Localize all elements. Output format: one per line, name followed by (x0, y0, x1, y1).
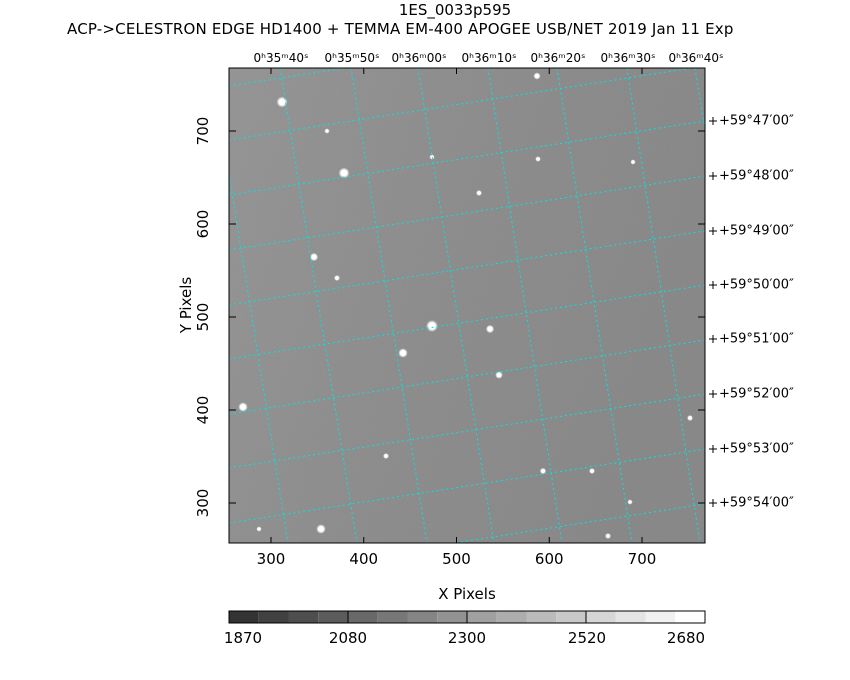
dec-grid-line (229, 68, 696, 141)
y-axis-label: Y Pixels (177, 276, 195, 334)
dec-tick-label: +59°48′00″ (719, 168, 794, 184)
star (476, 190, 482, 196)
plot-title: 1ES_0033p595 (398, 1, 512, 19)
ra-tick-label: 0ʰ36ᵐ10ˢ (461, 51, 517, 65)
ra-grid-line (229, 171, 289, 543)
ra-grid-line (556, 68, 633, 543)
y-tick-label: 600 (194, 209, 212, 239)
y-tick-label: 700 (194, 116, 212, 146)
dec-tick-label: +59°51′00″ (719, 331, 794, 347)
sky-noise (229, 68, 705, 543)
star (589, 468, 595, 474)
colorbar-level (318, 611, 348, 623)
colorbar-level (526, 611, 557, 623)
dec-grid-line (229, 448, 705, 524)
x-tick-label: 500 (442, 550, 471, 568)
ra-tick-label: 0ʰ35ᵐ50ˢ (324, 51, 380, 65)
dec-tick-label: +59°52′00″ (719, 386, 794, 402)
star (383, 453, 389, 459)
dec-grid-line (229, 230, 705, 306)
ra-grid-line (417, 68, 495, 543)
x-tick-label: 400 (349, 550, 379, 568)
colorbar-level (258, 611, 289, 623)
x-tick-label: 300 (256, 550, 286, 568)
colorbar-frame (228, 610, 706, 624)
star (627, 499, 633, 505)
dec-grid-line (229, 0, 705, 32)
star (276, 96, 288, 108)
x-axis-label: X Pixels (438, 585, 496, 603)
dec-grid-line (229, 284, 705, 360)
colorbar (228, 610, 706, 624)
star (485, 324, 495, 334)
colorbar-level (556, 611, 586, 623)
dec-tick-label: +59°54′00″ (719, 495, 794, 511)
star (495, 371, 503, 379)
ra-grid-line (350, 68, 428, 543)
ra-tick-label: 0ʰ36ᵐ30ˢ (600, 51, 656, 65)
dec-tick-label: +59°49′00″ (719, 223, 794, 239)
dec-tick-label: +59°53′00″ (719, 441, 794, 457)
x-tick-label: 700 (627, 550, 657, 568)
colorbar-level (348, 611, 378, 623)
dec-grid-line (229, 175, 705, 251)
ra-grid-line (279, 68, 358, 543)
star (316, 524, 326, 534)
ra-tick-label: 0ʰ36ᵐ40ˢ (668, 51, 724, 65)
star (533, 72, 541, 80)
axis-ticks (229, 68, 717, 543)
dec-grid-line (229, 120, 705, 196)
star (535, 156, 541, 162)
star (426, 320, 438, 332)
plot-frame (228, 67, 706, 544)
y-tick-label: 300 (194, 488, 212, 518)
y-tick-label: 400 (194, 395, 212, 425)
colorbar-level (467, 611, 497, 623)
colorbar-tick-label: 1870 (223, 629, 263, 647)
star (256, 526, 262, 532)
colorbar-level (645, 611, 676, 623)
star (324, 128, 330, 134)
star (687, 415, 693, 421)
colorbar-level (407, 611, 438, 623)
dec-grid-line (229, 68, 349, 87)
colorbar-level (229, 611, 259, 623)
star (398, 348, 408, 358)
colorbar-level (675, 611, 705, 623)
dec-grid-line (229, 339, 705, 415)
ra-grid-line (626, 68, 701, 543)
plot-subtitle: ACP->CELESTRON EDGE HD1400 + TEMMA EM-40… (67, 20, 734, 38)
colorbar-level (437, 611, 467, 623)
star (238, 402, 248, 412)
dec-tick-label: +59°50′00″ (719, 277, 794, 293)
ra-tick-label: 0ʰ35ᵐ40ˢ (253, 51, 309, 65)
colorbar-level (377, 611, 408, 623)
colorbar-tick-label: 2680 (666, 629, 706, 647)
colorbar-level (615, 611, 646, 623)
wcs-grid (229, 0, 705, 543)
colorbar-level (288, 611, 319, 623)
dec-grid-line (229, 393, 705, 469)
colorbar-level (586, 611, 616, 623)
colorbar-tick-label: 2080 (328, 629, 368, 647)
star (605, 533, 611, 539)
dec-grid-line (450, 503, 705, 543)
ra-tick-label: 0ʰ36ᵐ20ˢ (530, 51, 586, 65)
star (630, 159, 636, 165)
ra-grid-line (487, 68, 563, 543)
colorbar-tick-label: 2520 (567, 629, 607, 647)
star (539, 467, 547, 475)
x-tick-label: 600 (534, 550, 564, 568)
colorbar-tick-label: 2300 (447, 629, 487, 647)
ra-grid-line (694, 68, 705, 133)
star (334, 275, 340, 281)
y-tick-label: 500 (194, 302, 212, 332)
dec-tick-label: +59°47′00″ (719, 113, 794, 129)
star (338, 167, 350, 179)
ra-tick-label: 0ʰ36ᵐ00ˢ (391, 51, 447, 65)
star (309, 252, 319, 262)
colorbar-level (496, 611, 527, 623)
